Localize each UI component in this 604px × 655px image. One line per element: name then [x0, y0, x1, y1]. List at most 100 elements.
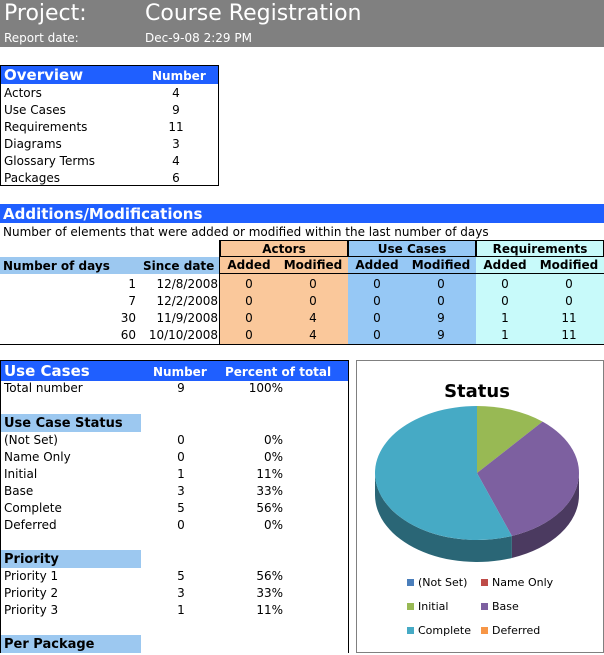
- use-case-row-number: 0: [177, 450, 185, 464]
- use-case-row-number: 1: [177, 467, 185, 481]
- legend-swatch: [481, 627, 488, 634]
- count-cell: 0: [373, 328, 381, 342]
- count-cell: 0: [373, 311, 381, 325]
- use-case-row-number: 5: [177, 501, 185, 515]
- status-section-header-title: Use Case Status: [4, 416, 123, 431]
- overview-row-value: 6: [172, 171, 180, 185]
- since-date-cell: 12/8/2008: [156, 277, 218, 291]
- count-cell: 9: [437, 311, 445, 325]
- use-case-row-label: Base: [4, 484, 34, 498]
- overview-header: Overview Number: [1, 66, 218, 84]
- count-cell: 4: [309, 311, 317, 325]
- count-cell: 11: [561, 328, 577, 342]
- use-case-row-percent: 56%: [256, 501, 283, 515]
- pie-slice-side: [511, 473, 579, 558]
- report-date-label: Report date:: [4, 31, 79, 45]
- overview-row-label: Diagrams: [4, 137, 62, 151]
- count-cell: 0: [245, 277, 253, 291]
- days-cell: 30: [120, 311, 136, 325]
- group-header: Requirements: [476, 240, 604, 257]
- status-section-header: Use Case Status: [1, 414, 141, 432]
- use-case-row-percent: 11%: [256, 603, 283, 617]
- count-cell: 1: [501, 328, 509, 342]
- group-header: Actors: [220, 240, 348, 257]
- count-cell: 11: [561, 311, 577, 325]
- package-section-header: Per Package: [1, 635, 141, 653]
- use-case-row-label: Priority 3: [4, 603, 59, 617]
- use-case-row-percent: 100%: [248, 381, 283, 395]
- use-case-row-number: 3: [177, 586, 185, 600]
- use-cases-table: Use Cases Number Percent of total Total …: [0, 360, 349, 653]
- pie-slice-complete: [374, 406, 512, 540]
- since-date-cell: 10/10/2008: [148, 328, 218, 342]
- legend-label: Complete: [418, 624, 471, 637]
- group-column-bg: [220, 274, 348, 344]
- modified-header: Modified: [534, 257, 604, 274]
- priority-section-header-title: Priority: [4, 552, 59, 567]
- use-case-row-number: 3: [177, 484, 185, 498]
- overview-row-value: 11: [168, 120, 184, 134]
- use-case-row-percent: 11%: [256, 467, 283, 481]
- legend-label: Deferred: [492, 624, 540, 637]
- count-cell: 0: [501, 294, 509, 308]
- added-header: Added: [476, 257, 534, 274]
- use-case-row-percent: 56%: [256, 569, 283, 583]
- additions-header: Additions/Modifications: [0, 204, 604, 223]
- additions-title: Additions/Modifications: [3, 205, 203, 223]
- overview-row-label: Requirements: [4, 120, 88, 134]
- days-cell: 7: [128, 294, 136, 308]
- count-cell: 0: [501, 277, 509, 291]
- legend-label: (Not Set): [418, 576, 467, 589]
- use-case-row-label: Priority 2: [4, 586, 59, 600]
- divider: [219, 240, 220, 344]
- legend-label: Base: [492, 600, 519, 613]
- use-case-row-label: Priority 1: [4, 569, 59, 583]
- divider: [220, 273, 604, 274]
- additions-subtitle: Number of elements that were added or mo…: [3, 225, 489, 239]
- use-case-row-number: 9: [177, 381, 185, 395]
- pie-slice-initial: [477, 406, 543, 473]
- count-cell: 0: [309, 294, 317, 308]
- col-since-header: Since date: [143, 259, 215, 273]
- use-case-row-percent: 33%: [256, 484, 283, 498]
- status-pie-chart: Status (Not Set) Name Only Initial Base Comp…: [374, 381, 579, 637]
- priority-section-header: Priority: [1, 550, 141, 568]
- count-cell: 4: [309, 328, 317, 342]
- days-header-bg: [0, 257, 220, 274]
- use-cases-percent-header: Percent of total: [225, 365, 332, 379]
- group-column-bg: [348, 274, 476, 344]
- package-section-header-title: Per Package: [4, 637, 95, 652]
- count-cell: 0: [437, 294, 445, 308]
- overview-row-label: Actors: [4, 86, 42, 100]
- legend-swatch: [407, 579, 414, 586]
- project-name: Course Registration: [145, 1, 362, 26]
- use-case-row-label: (Not Set): [4, 433, 58, 447]
- use-case-row-label: Complete: [4, 501, 62, 515]
- group-column-bg: [476, 274, 604, 344]
- overview-row-value: 3: [172, 137, 180, 151]
- use-case-row-label: Deferred: [4, 518, 57, 532]
- count-cell: 0: [245, 328, 253, 342]
- use-case-row-number: 5: [177, 569, 185, 583]
- modified-header: Modified: [406, 257, 476, 274]
- use-case-row-label: Total number: [4, 381, 83, 395]
- status-chart: Status (Not Set) Name Only Initial Base Comp…: [356, 360, 604, 653]
- col-days-header: Number of days: [3, 259, 110, 273]
- group-header: Use Cases: [348, 240, 476, 257]
- modified-header: Modified: [278, 257, 348, 274]
- use-case-row-label: Initial: [4, 467, 38, 481]
- count-cell: 1: [501, 311, 509, 325]
- use-case-row-percent: 0%: [263, 433, 283, 447]
- overview-number-header: Number: [152, 69, 206, 83]
- use-case-row-percent: 33%: [256, 586, 283, 600]
- use-case-row-label: Name Only: [4, 450, 71, 464]
- days-cell: 60: [120, 328, 136, 342]
- use-cases-title: Use Cases: [4, 362, 90, 380]
- additions-table: Number of days Since date Actors Added Mod…: [0, 240, 604, 345]
- overview-row-label: Use Cases: [4, 103, 66, 117]
- report-header: Project: Course Registration Report date…: [0, 0, 604, 47]
- chart-title: Status: [444, 381, 510, 402]
- overview-row-label: Glossary Terms: [4, 154, 96, 168]
- count-cell: 0: [245, 311, 253, 325]
- count-cell: 0: [245, 294, 253, 308]
